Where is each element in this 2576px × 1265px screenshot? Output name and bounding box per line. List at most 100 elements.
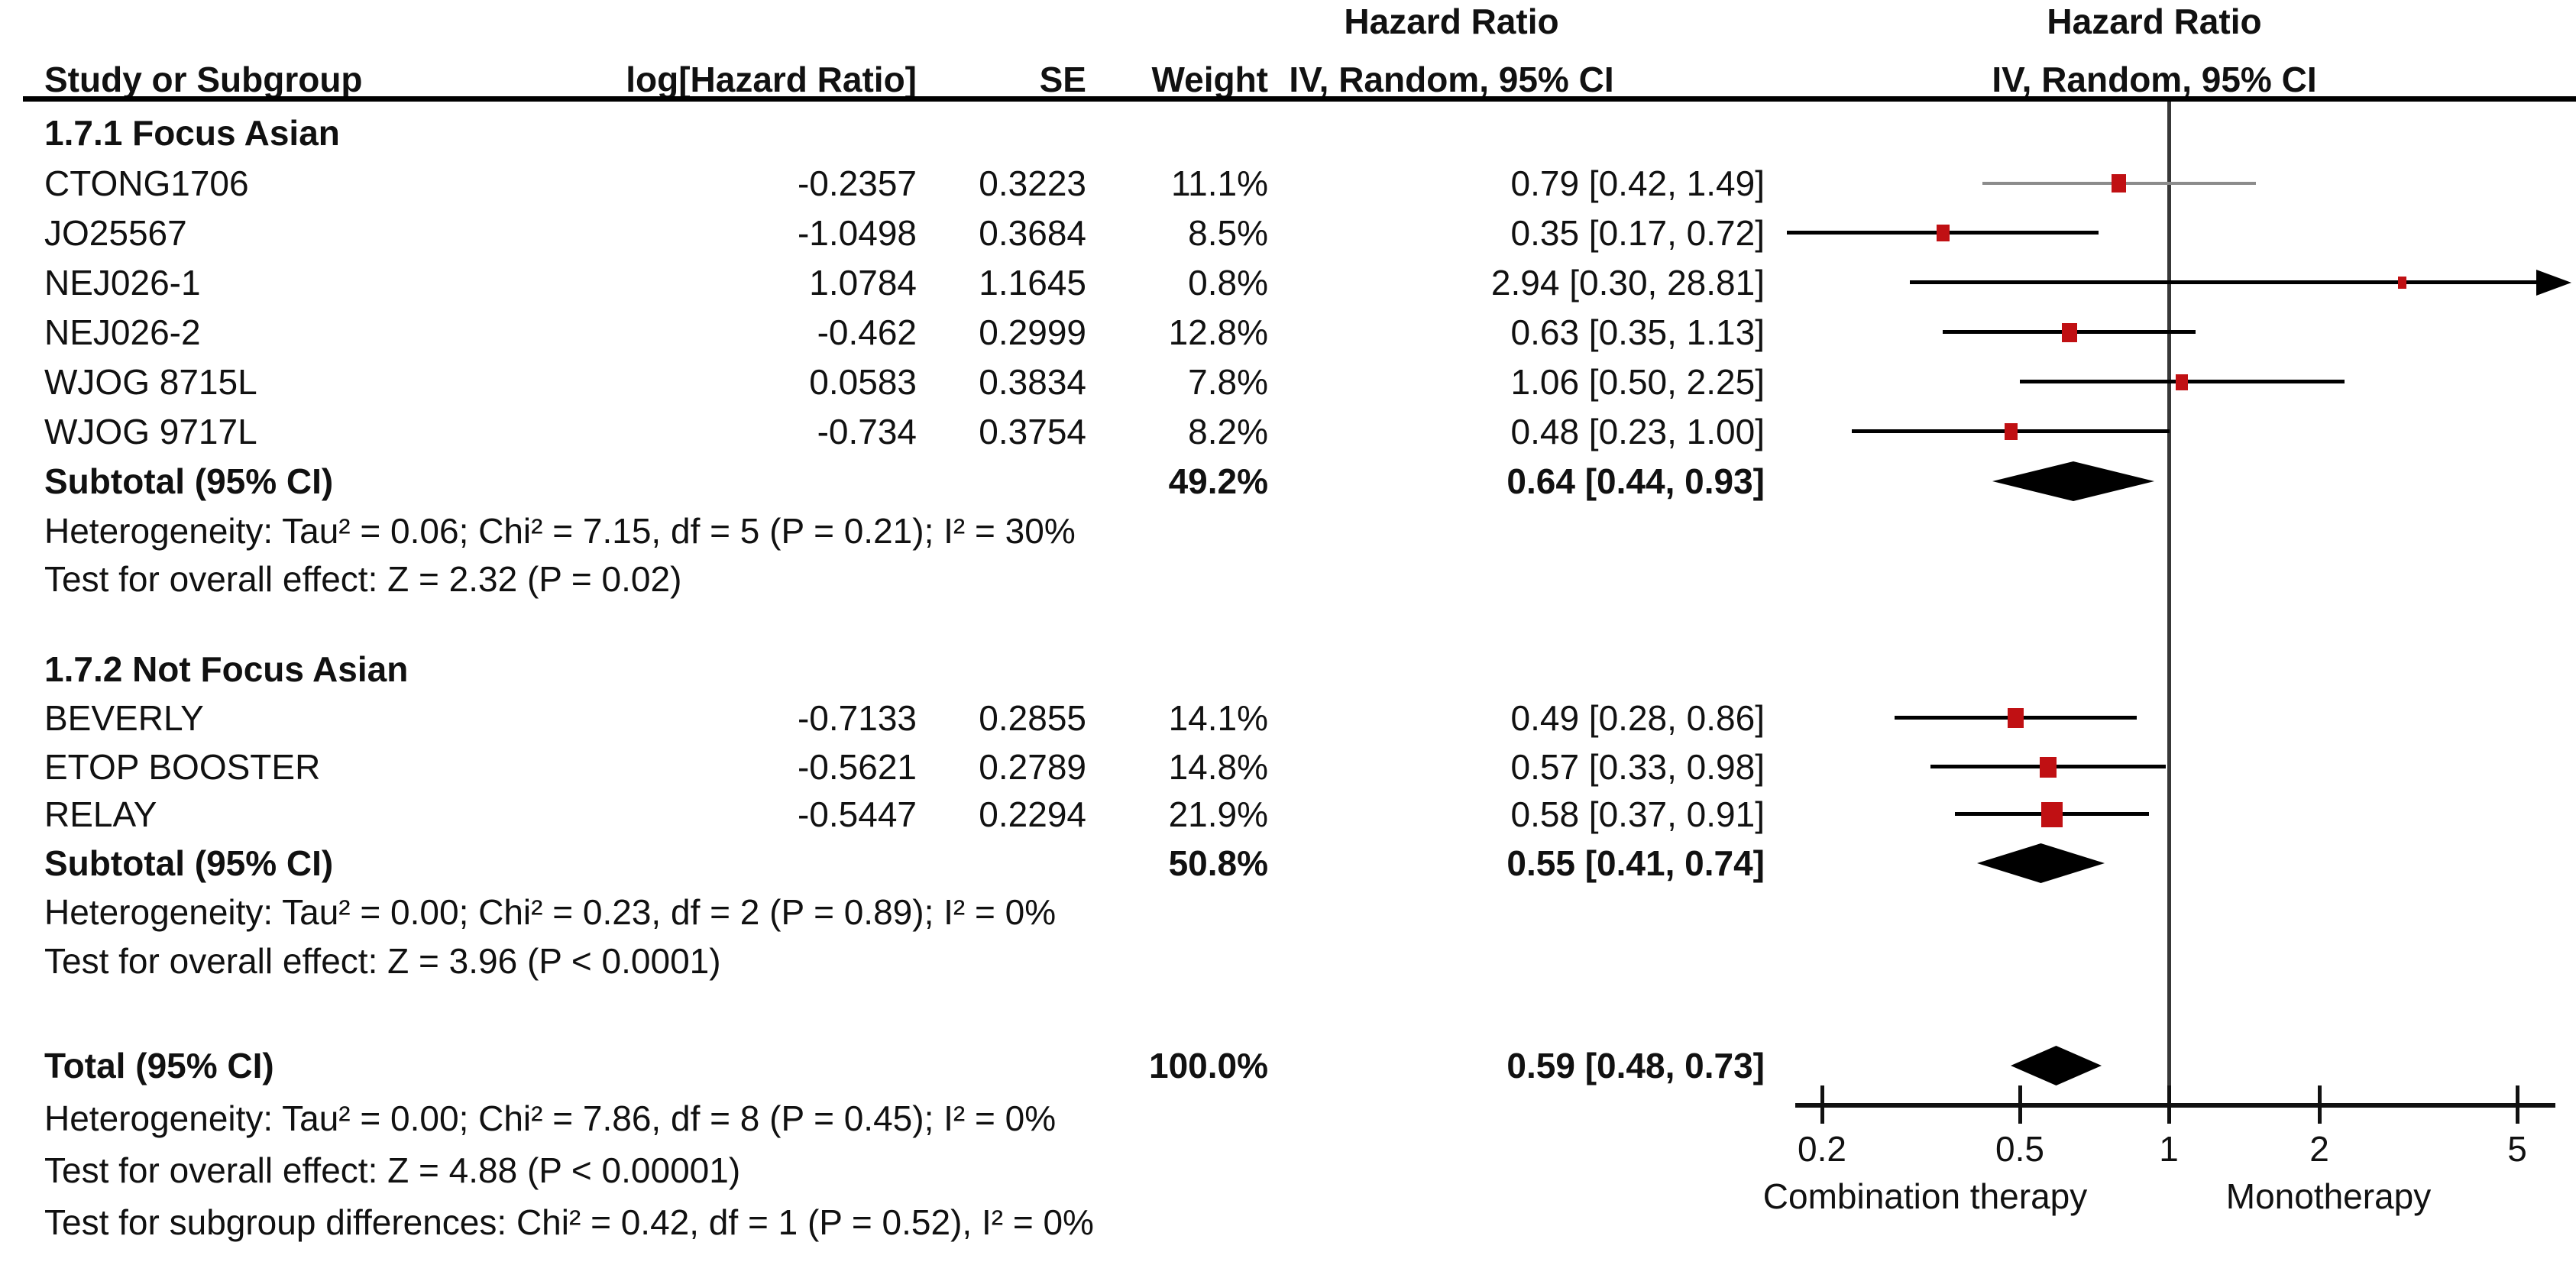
header-rule (23, 96, 2576, 102)
study-se: 0.2294 (979, 794, 1086, 834)
axis-tick-5 (2516, 1085, 2519, 1124)
study-se: 0.3754 (979, 412, 1086, 451)
heterogeneity-text: Heterogeneity: Tau² = 0.00; Chi² = 0.23,… (44, 892, 1057, 932)
study-weight: 14.1% (1168, 698, 1268, 738)
study-ci: 1.06 [0.50, 2.25] (1510, 362, 1765, 402)
subtotal-row: Subtotal (95% CI) 49.2% 0.64 [0.44, 0.93… (0, 460, 2576, 503)
study-se: 0.3223 (979, 163, 1086, 203)
study-ci: 0.58 [0.37, 0.91] (1510, 794, 1765, 834)
total-label: Total (95% CI) (44, 1046, 274, 1085)
total-overall-effect-text: Test for overall effect: Z = 4.88 (P < 0… (44, 1150, 741, 1190)
ci-arrow-right-NEJ026-1 (2536, 270, 2571, 296)
ci-line-NEJ026-1 (1909, 280, 2538, 284)
study-loghr: -0.462 (817, 312, 917, 352)
study-name: NEJ026-2 (44, 312, 201, 352)
axis-tick-0.5 (2018, 1085, 2022, 1124)
subgroup-differences-row: Test for subgroup differences: Chi² = 0.… (0, 1201, 2576, 1244)
group-label: 1.7.2 Not Focus Asian (44, 649, 409, 689)
study-se: 1.1645 (979, 263, 1086, 302)
study-weight: 21.9% (1168, 794, 1268, 834)
header-row-2: Study or Subgroup log[Hazard Ratio] SE W… (0, 58, 2576, 101)
study-name: WJOG 9717L (44, 412, 257, 451)
study-weight: 8.5% (1188, 213, 1268, 253)
study-ci: 0.48 [0.23, 1.00] (1510, 412, 1765, 451)
study-loghr: -0.7133 (797, 698, 917, 738)
study-ci: 0.35 [0.17, 0.72] (1510, 213, 1765, 253)
study-weight: 14.8% (1168, 747, 1268, 787)
effect-title-text-column: Hazard Ratio (1344, 2, 1559, 41)
study-loghr: -0.5621 (797, 747, 917, 787)
overall-effect-row: Test for overall effect: Z = 3.96 (P < 0… (0, 940, 2576, 982)
subtotal-ci: 0.55 [0.41, 0.74] (1506, 843, 1765, 883)
group-1-label-row: 1.7.1 Focus Asian (0, 112, 2576, 154)
study-weight: 11.1% (1170, 163, 1268, 203)
study-ci: 2.94 [0.30, 28.81] (1490, 263, 1765, 302)
study-se: 0.2789 (979, 747, 1086, 787)
overall-effect-row: Test for overall effect: Z = 2.32 (P = 0… (0, 558, 2576, 600)
axis-tick-label: 1 (2159, 1129, 2179, 1169)
study-row: BEVERLY -0.7133 0.2855 14.1% 0.49 [0.28,… (0, 697, 2576, 739)
total-heterogeneity-row: Heterogeneity: Tau² = 0.00; Chi² = 7.86,… (0, 1097, 2576, 1140)
total-row: Total (95% CI) 100.0% 0.59 [0.48, 0.73] (0, 1044, 2576, 1087)
study-weight: 7.8% (1188, 362, 1268, 402)
subtotal-weight: 50.8% (1168, 843, 1268, 883)
study-loghr: -0.734 (817, 412, 917, 451)
hr-point-marker-NEJ026-1 (2398, 277, 2406, 289)
study-name: CTONG1706 (44, 163, 249, 203)
study-se: 0.2999 (979, 312, 1086, 352)
group-label: 1.7.1 Focus Asian (44, 113, 340, 153)
hr-point-marker-ETOP BOOSTER (2040, 757, 2057, 778)
study-loghr: -1.0498 (797, 213, 917, 253)
study-weight: 12.8% (1168, 312, 1268, 352)
study-name: WJOG 8715L (44, 362, 257, 402)
hr-point-marker-WJOG 9717L (2005, 423, 2018, 440)
study-ci: 0.57 [0.33, 0.98] (1510, 747, 1765, 787)
total-overall-effect-row: Test for overall effect: Z = 4.88 (P < 0… (0, 1149, 2576, 1192)
header-row-1: Hazard Ratio Hazard Ratio (0, 0, 2576, 43)
subtotal-label: Subtotal (95% CI) (44, 843, 334, 883)
x-axis-line (1795, 1103, 2555, 1108)
overall-effect-text: Test for overall effect: Z = 2.32 (P = 0… (44, 559, 682, 599)
hr-point-marker-NEJ026-2 (2062, 323, 2077, 342)
study-row: NEJ026-2 -0.462 0.2999 12.8% 0.63 [0.35,… (0, 311, 2576, 354)
hr-point-marker-BEVERLY (2008, 708, 2024, 728)
subtotal-row: Subtotal (95% CI) 50.8% 0.55 [0.41, 0.74… (0, 842, 2576, 885)
col-header-se: SE (1039, 60, 1086, 99)
axis-tick-label: 2 (2309, 1129, 2329, 1169)
hr-point-marker-CTONG1706 (2112, 174, 2126, 192)
study-se: 0.3684 (979, 213, 1086, 253)
col-header-loghr: log[Hazard Ratio] (626, 60, 917, 99)
study-name: JO25567 (44, 213, 187, 253)
axis-tick-2 (2318, 1085, 2322, 1124)
subgroup-differences-text: Test for subgroup differences: Chi² = 0.… (44, 1202, 1094, 1242)
study-weight: 0.8% (1188, 263, 1268, 302)
axis-tick-label: 5 (2507, 1129, 2527, 1169)
total-heterogeneity-text: Heterogeneity: Tau² = 0.00; Chi² = 7.86,… (44, 1098, 1057, 1138)
study-row: CTONG1706 -0.2357 0.3223 11.1% 0.79 [0.4… (0, 162, 2576, 205)
subtotal-ci: 0.64 [0.44, 0.93] (1506, 461, 1765, 501)
study-name: NEJ026-1 (44, 263, 201, 302)
col-header-study: Study or Subgroup (44, 60, 363, 99)
axis-tick-label: 0.2 (1798, 1129, 1846, 1169)
col-header-ci-plot: IV, Random, 95% CI (1992, 60, 2317, 99)
study-loghr: -0.5447 (797, 794, 917, 834)
no-effect-line (2167, 102, 2171, 1105)
study-loghr: -0.2357 (797, 163, 917, 203)
axis-tick-1 (2167, 1085, 2171, 1124)
study-row: WJOG 9717L -0.734 0.3754 8.2% 0.48 [0.23… (0, 410, 2576, 453)
axis-tick-label: 0.5 (1995, 1129, 2044, 1169)
axis-label-right: Monotherapy (2225, 1176, 2432, 1216)
study-row: NEJ026-1 1.0784 1.1645 0.8% 2.94 [0.30, … (0, 261, 2576, 304)
study-ci: 0.63 [0.35, 1.13] (1510, 312, 1765, 352)
study-row: RELAY -0.5447 0.2294 21.9% 0.58 [0.37, 0… (0, 793, 2576, 836)
axis-tick-0.2 (1820, 1085, 1824, 1124)
study-row: JO25567 -1.0498 0.3684 8.5% 0.35 [0.17, … (0, 212, 2576, 254)
study-weight: 8.2% (1188, 412, 1268, 451)
study-name: BEVERLY (44, 698, 204, 738)
total-weight: 100.0% (1148, 1046, 1268, 1085)
hr-point-marker-RELAY (2041, 802, 2063, 827)
col-header-ci-text: IV, Random, 95% CI (1289, 60, 1614, 99)
subtotal-label: Subtotal (95% CI) (44, 461, 334, 501)
effect-title-plot-column: Hazard Ratio (2047, 2, 2262, 41)
